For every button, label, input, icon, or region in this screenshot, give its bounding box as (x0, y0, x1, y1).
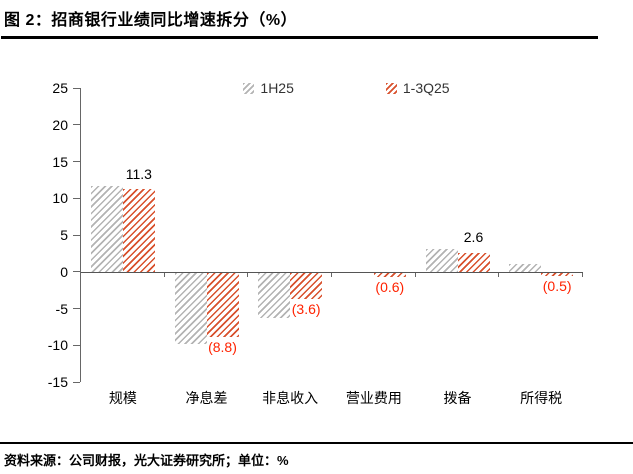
y-axis-tick-label: -15 (47, 374, 68, 390)
y-axis-tick (73, 381, 80, 383)
y-axis-tick-label: 15 (52, 153, 68, 170)
bar-1-3Q25-拨备 (457, 252, 490, 272)
bar-1H25-规模 (90, 185, 123, 272)
figure-title: 图 2：招商银行业绩同比增速拆分（%） (4, 12, 298, 29)
data-label-营业费用: (0.6) (375, 279, 405, 296)
chart-legend: 1H25 1-3Q25 (30, 80, 633, 96)
y-axis-tick (73, 161, 80, 162)
legend-swatch-red-hatch-icon (385, 82, 397, 94)
zero-baseline (81, 271, 583, 273)
data-label-拨备: 2.6 (463, 228, 484, 245)
x-axis-category-label: 规模 (108, 390, 137, 406)
legend-label: 1H25 (260, 80, 294, 96)
y-axis-tick-label: 25 (52, 80, 68, 96)
bar-1H25-净息差 (174, 272, 207, 345)
x-axis-category-label: 非息收入 (262, 390, 319, 406)
x-axis-tick (414, 271, 416, 277)
legend-item-1h25: 1H25 (243, 80, 294, 96)
x-axis-category-label: 所得税 (520, 390, 563, 406)
x-axis-tick (498, 271, 500, 277)
bar-1H25-所得税 (509, 264, 542, 272)
legend-swatch-gray-hatch-icon (243, 82, 255, 94)
y-axis-tick-label: 5 (60, 227, 68, 243)
y-axis-tick-label: 20 (52, 116, 68, 133)
y-axis-tick (73, 344, 80, 346)
y-axis-tick-label: -5 (55, 300, 68, 317)
y-axis-tick (73, 124, 80, 126)
bar-1H25-拨备 (425, 248, 458, 272)
data-label-净息差: (8.8) (208, 339, 237, 356)
x-axis-category-label: 净息差 (185, 390, 228, 406)
bar-chart-plot-area: 11.3 (8.8) (3.6) (0.6) 2.6 (0.5) 规模 净息差 非息收入 营业费用… (73, 87, 583, 406)
y-axis-tick-label: 0 (60, 263, 68, 280)
y-axis-tick (73, 308, 80, 309)
y-axis-labels: 25 20 15 10 5 0 -5 -10 -15 (18, 80, 68, 390)
data-label-所得税: (0.5) (542, 278, 572, 295)
x-axis-category-label: 营业费用 (345, 390, 402, 406)
footer-divider-rule (0, 442, 633, 444)
y-axis-tick (73, 197, 80, 199)
data-label-非息收入: (3.6) (291, 301, 321, 318)
bar-1-3Q25-净息差 (206, 272, 239, 338)
bar-1-3Q25-规模 (122, 188, 155, 272)
y-axis-tick-label: 10 (52, 190, 68, 207)
data-label-规模: 11.3 (125, 165, 152, 182)
y-axis-tick (73, 234, 80, 236)
bar-1-3Q25-所得税 (541, 272, 574, 277)
x-axis-tick (247, 271, 249, 277)
x-axis-tick (331, 271, 332, 277)
y-axis-tick-label: -10 (47, 337, 68, 354)
x-axis-category-label: 拨备 (443, 390, 472, 406)
source-note: 资料来源：公司财报，光大证券研究所；单位：% (4, 453, 289, 468)
legend-item-1-3q25: 1-3Q25 (385, 80, 450, 96)
title-divider-rule (1, 36, 598, 39)
legend-label: 1-3Q25 (402, 80, 450, 96)
bar-1-3Q25-营业费用 (373, 272, 406, 278)
bar-1-3Q25-非息收入 (290, 272, 323, 300)
x-axis-tick (163, 271, 165, 277)
x-axis-tick (582, 271, 583, 277)
y-axis-tick (73, 271, 80, 273)
bar-1H25-非息收入 (258, 272, 291, 318)
y-axis-tick (73, 87, 80, 89)
